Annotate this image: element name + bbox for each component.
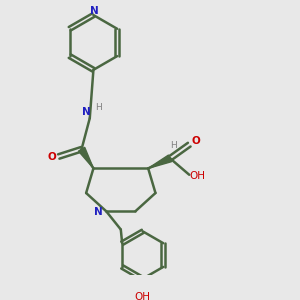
Text: O: O <box>47 152 56 162</box>
Text: N: N <box>82 107 91 117</box>
Text: OH: OH <box>189 171 206 181</box>
Polygon shape <box>148 155 172 168</box>
Text: OH: OH <box>135 292 151 300</box>
Text: N: N <box>90 5 99 16</box>
Text: H: H <box>95 103 102 112</box>
Text: H: H <box>170 141 177 150</box>
Text: N: N <box>94 207 102 217</box>
Polygon shape <box>79 147 93 168</box>
Text: O: O <box>191 136 200 146</box>
